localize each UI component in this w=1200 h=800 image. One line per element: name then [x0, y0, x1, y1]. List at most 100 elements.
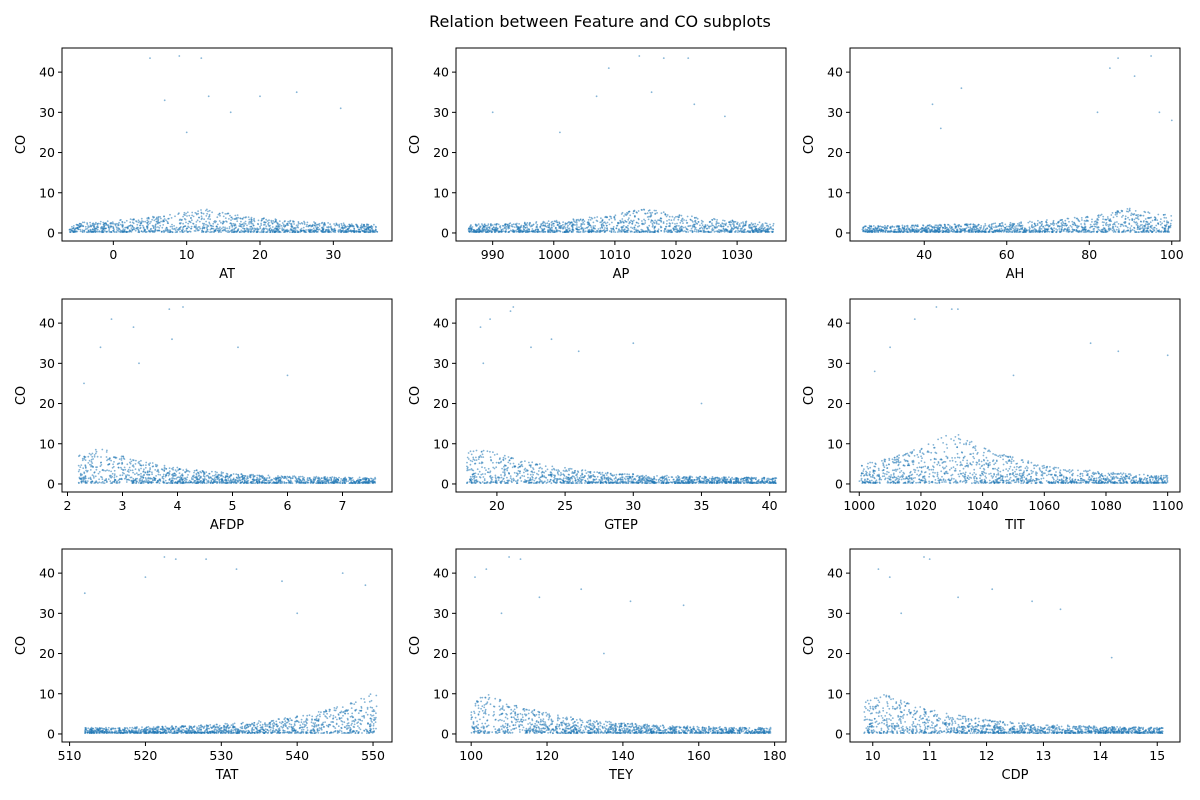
data-point — [240, 229, 243, 232]
data-point — [616, 224, 618, 227]
data-point — [1050, 227, 1053, 230]
data-point — [147, 217, 150, 219]
data-point — [569, 229, 571, 232]
data-point — [481, 223, 483, 225]
data-point — [1016, 227, 1019, 230]
data-point — [611, 221, 613, 224]
data-point — [514, 223, 517, 226]
data-point — [188, 220, 191, 223]
data-point — [171, 231, 174, 234]
data-point — [1053, 222, 1056, 225]
data-point — [271, 229, 273, 231]
data-point — [197, 210, 200, 213]
data-point — [507, 231, 510, 234]
data-point — [583, 220, 586, 223]
data-point — [605, 224, 608, 227]
data-point — [334, 224, 337, 227]
data-point — [1046, 228, 1049, 231]
x-tick-label: 40 — [916, 247, 932, 262]
data-point — [305, 225, 308, 228]
data-point — [758, 229, 760, 231]
data-point — [1090, 225, 1092, 228]
data-point — [367, 231, 369, 233]
data-point — [329, 223, 331, 226]
x-tick-label: 1000 — [538, 247, 570, 262]
data-point — [1122, 230, 1125, 233]
data-point — [96, 222, 99, 225]
data-point — [1093, 227, 1096, 230]
data-point — [582, 229, 585, 232]
data-point — [173, 225, 176, 227]
data-point — [764, 222, 767, 225]
data-point — [369, 226, 372, 229]
data-point — [149, 57, 151, 59]
data-point — [89, 221, 91, 224]
data-point — [1096, 111, 1099, 114]
data-point — [772, 222, 775, 225]
data-point — [1077, 231, 1080, 234]
data-point — [678, 214, 681, 216]
data-point — [608, 218, 611, 221]
data-point — [606, 216, 608, 219]
data-point — [668, 218, 670, 221]
data-point — [1086, 215, 1089, 218]
data-point — [190, 219, 193, 222]
data-point — [1115, 228, 1118, 231]
data-point — [1089, 223, 1092, 226]
data-point — [686, 228, 688, 231]
plot-frame — [455, 47, 787, 242]
data-point — [571, 226, 574, 228]
data-point — [87, 455, 90, 458]
data-point — [139, 224, 142, 227]
data-point — [1128, 218, 1131, 221]
data-point — [68, 228, 71, 231]
data-point — [181, 229, 183, 232]
data-point — [1015, 225, 1018, 227]
data-point — [123, 477, 126, 480]
data-point — [647, 209, 650, 212]
data-point — [1000, 225, 1003, 228]
data-point — [606, 227, 608, 229]
data-point — [253, 230, 256, 233]
data-point — [125, 219, 128, 222]
data-point — [112, 225, 114, 228]
data-point — [1151, 219, 1154, 222]
data-point — [974, 230, 977, 233]
data-point — [489, 230, 491, 233]
data-point — [231, 224, 234, 227]
data-point — [121, 226, 124, 229]
data-point — [72, 225, 75, 227]
data-point — [657, 228, 660, 231]
data-point — [152, 216, 155, 219]
y-axis-label: CO — [14, 135, 29, 154]
data-point — [273, 221, 276, 224]
data-point — [154, 229, 157, 232]
data-point — [275, 219, 278, 221]
data-point — [148, 230, 151, 233]
data-point — [1150, 225, 1152, 228]
data-point — [113, 473, 116, 475]
data-point — [1027, 221, 1030, 224]
data-point — [1061, 226, 1063, 229]
data-point — [526, 225, 528, 227]
data-point — [625, 226, 628, 229]
data-point — [576, 228, 578, 231]
data-point — [79, 230, 82, 233]
data-point — [212, 474, 214, 477]
data-point — [614, 214, 617, 217]
data-point — [715, 222, 718, 225]
data-point — [972, 226, 975, 229]
data-point — [289, 231, 291, 234]
data-point — [142, 474, 145, 477]
data-point — [236, 214, 239, 217]
data-point — [1111, 212, 1114, 214]
data-point — [595, 95, 598, 98]
data-point — [483, 223, 486, 226]
data-point — [288, 222, 291, 225]
data-point — [314, 222, 317, 225]
data-point — [144, 466, 147, 469]
data-point — [340, 222, 343, 225]
data-point — [160, 217, 162, 220]
